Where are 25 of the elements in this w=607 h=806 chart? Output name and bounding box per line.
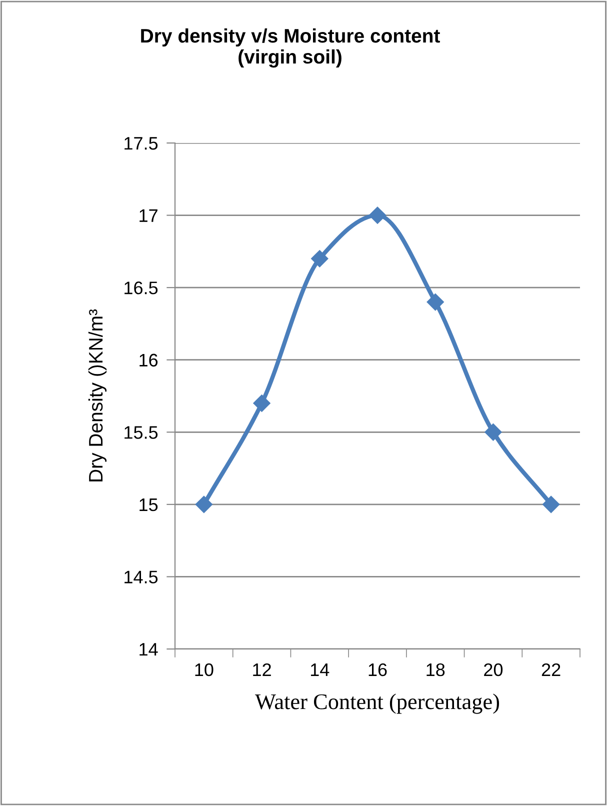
y-tick-label: 14.5 (124, 570, 158, 584)
y-tick-label: 17.5 (124, 137, 158, 150)
point (311, 250, 328, 268)
x-tick-label: 10 (195, 663, 214, 676)
y-tick-label: 14 (140, 643, 158, 656)
x-tick-label: 14 (310, 664, 330, 676)
point (542, 496, 560, 513)
point (484, 424, 502, 441)
y-tick-label: 17 (140, 209, 158, 222)
y-tick-label: 16 (140, 354, 158, 367)
point (195, 496, 212, 513)
x-tick-label: 22 (542, 663, 560, 676)
chart-title: Dry density v/s Moisture content (virgin soil) (141, 28, 440, 68)
y-tick-label: 16.5 (124, 282, 158, 294)
point (368, 206, 386, 224)
x-axis-title: Water Content (percentage) (255, 694, 500, 714)
point (253, 394, 270, 412)
x-tick-label: 18 (426, 663, 445, 676)
y-tick-label: 15.5 (124, 426, 158, 439)
y-axis-title: Dry Density ()KN/m³ (88, 309, 107, 482)
y-tick-label: 15 (140, 498, 158, 512)
point (426, 293, 444, 311)
x-tick-label: 20 (484, 663, 503, 676)
x-tick-label: 16 (368, 663, 387, 676)
x-tick-label: 12 (253, 663, 271, 676)
